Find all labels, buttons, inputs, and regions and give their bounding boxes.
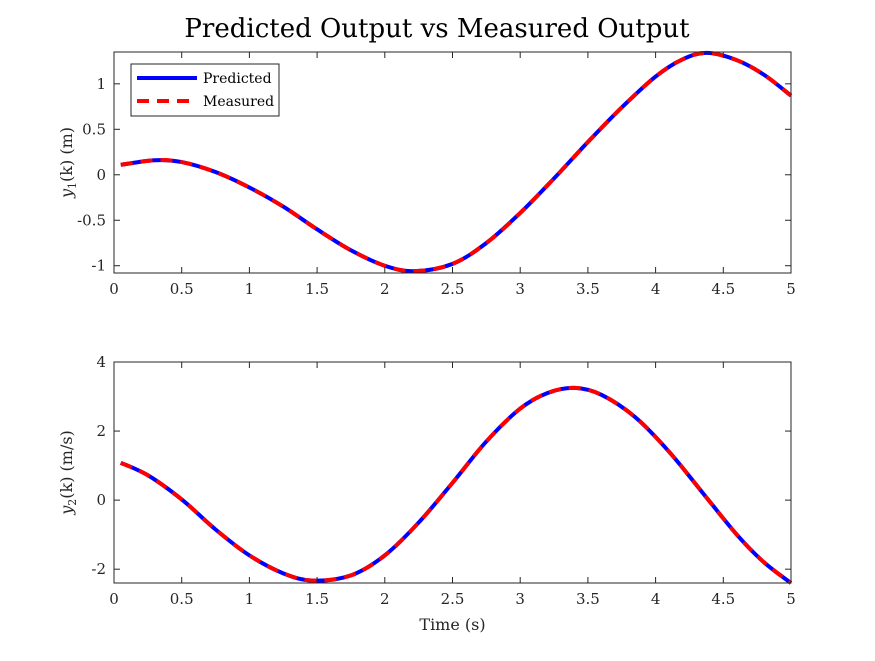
y-axis-label: y2(k) (m/s) [57,430,79,516]
x-tick-label: 4 [651,280,661,298]
y-tick-label: -2 [91,560,106,578]
x-tick-label: 2.5 [441,590,465,608]
x-tick-label: 0.5 [170,590,194,608]
x-tick-label: 3.5 [576,280,600,298]
y-tick-label: -1 [91,257,106,275]
x-tick-label: 1 [245,280,255,298]
y-axis-label: y1(k) (m) [57,127,79,199]
series-line-measured [119,385,793,585]
x-tick-label: 2 [380,590,390,608]
x-tick-label: 5 [786,590,796,608]
x-tick-label: 4.5 [711,590,735,608]
y-tick-label: 1 [96,75,106,93]
x-tick-label: 1.5 [305,280,329,298]
x-tick-label: 4 [651,590,661,608]
x-tick-label: 1 [245,590,255,608]
x-tick-label: 0 [109,280,119,298]
chart-title: Predicted Output vs Measured Output [184,14,690,44]
x-tick-label: 5 [786,280,796,298]
x-tick-label: 0.5 [170,280,194,298]
legend: Predicted Measured [130,63,280,117]
legend-label-predicted: Predicted [203,71,272,87]
x-axis-label: Time (s) [419,615,485,634]
legend-label-measured: Measured [203,94,274,110]
y-tick-label: 2 [96,422,106,440]
series-line-measured [120,50,793,274]
legend-box [130,63,280,117]
x-tick-label: 0 [109,590,119,608]
x-tick-label: 2 [380,280,390,298]
y-tick-label: 0 [96,166,106,184]
plot-area [114,362,791,583]
x-tick-label: 3 [515,280,525,298]
y-tick-label: 4 [96,353,106,371]
y-tick-label: 0 [96,491,106,509]
x-tick-label: 1.5 [305,590,329,608]
y-tick-label: 0.5 [82,120,106,138]
x-tick-label: 4.5 [711,280,735,298]
x-tick-label: 3.5 [576,590,600,608]
x-tick-label: 3 [515,590,525,608]
y-tick-label: -0.5 [77,211,106,229]
x-tick-label: 2.5 [441,280,465,298]
